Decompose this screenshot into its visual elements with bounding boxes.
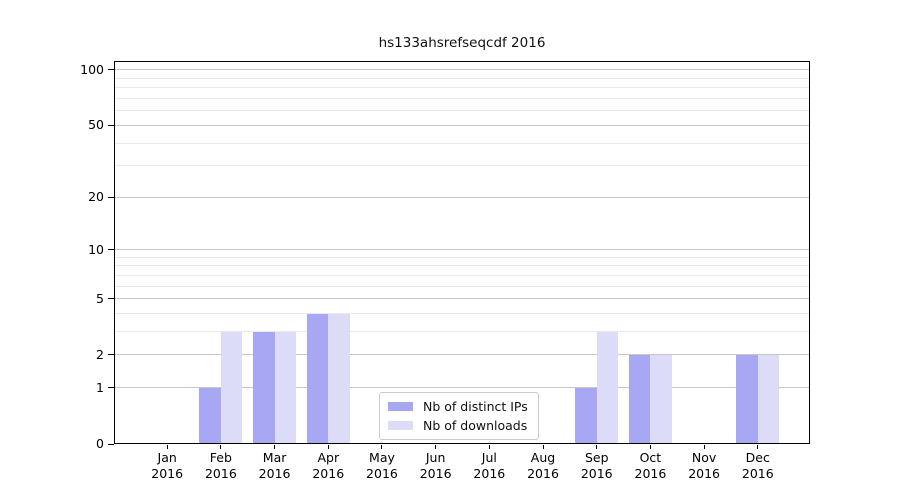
x-tick-label: Nov 2016 — [688, 450, 720, 481]
plot-area — [114, 61, 810, 444]
bar-distinct-ips — [306, 313, 329, 444]
y-tick-label: 50 — [88, 117, 104, 133]
bar-downloads — [220, 331, 243, 444]
x-tick-mark — [274, 445, 276, 449]
legend: Nb of distinct IPs Nb of downloads — [379, 392, 539, 440]
gridline-minor — [114, 331, 810, 333]
x-tick-label: Feb 2016 — [204, 450, 237, 481]
y-tick-label: 100 — [80, 61, 104, 77]
x-tick-mark — [381, 445, 383, 449]
gridline-minor — [114, 87, 810, 89]
x-tick-mark — [220, 445, 222, 449]
x-tick-mark — [435, 445, 437, 449]
bar-downloads — [650, 354, 672, 444]
legend-item-downloads: Nb of downloads — [388, 418, 528, 433]
gridline-major — [114, 354, 810, 356]
x-tick-label: Apr 2016 — [312, 450, 345, 481]
y-tick-mark — [108, 298, 114, 300]
gridline-minor — [114, 274, 810, 276]
legend-label-downloads: Nb of downloads — [423, 418, 528, 433]
x-tick-label: Dec 2016 — [741, 450, 774, 481]
gridline-major — [114, 387, 810, 389]
gridline-major — [114, 249, 810, 251]
bar-distinct-ips — [736, 354, 758, 444]
y-tick-label: 0 — [96, 436, 104, 451]
x-tick-label: Jan 2016 — [151, 450, 184, 481]
gridline-minor — [114, 98, 810, 100]
gridline-minor — [114, 265, 810, 267]
gridline-minor — [114, 256, 810, 258]
x-tick-label: Jul 2016 — [473, 450, 506, 481]
gridline-minor — [114, 142, 810, 144]
x-tick-mark — [542, 445, 544, 449]
gridline-major — [114, 298, 810, 300]
bar-distinct-ips — [575, 387, 597, 444]
bar-distinct-ips — [628, 354, 651, 444]
y-tick-label: 1 — [96, 379, 104, 395]
gridline-major — [114, 124, 810, 126]
gridline-minor — [114, 110, 810, 112]
bar-downloads — [328, 313, 350, 444]
x-tick-label: Mar 2016 — [258, 450, 291, 481]
x-tick-mark — [757, 445, 759, 449]
gridline-minor — [114, 165, 810, 167]
y-tick-mark — [108, 387, 114, 389]
y-tick-mark — [108, 69, 114, 71]
legend-swatch-distinct-ips — [388, 402, 413, 411]
y-tick-mark — [108, 124, 114, 126]
x-tick-mark — [596, 445, 598, 449]
bar-downloads — [757, 354, 780, 444]
gridline-major — [114, 196, 810, 198]
y-tick-label: 5 — [96, 290, 104, 306]
gridline-minor — [114, 285, 810, 287]
gridline-minor — [114, 77, 810, 79]
x-tick-label: May 2016 — [366, 450, 398, 481]
legend-label-distinct-ips: Nb of distinct IPs — [423, 399, 528, 414]
bar-distinct-ips — [199, 387, 221, 444]
x-tick-mark — [327, 445, 329, 449]
bar-downloads — [274, 331, 297, 444]
x-tick-label: Jun 2016 — [419, 450, 452, 481]
x-tick-mark — [488, 445, 490, 449]
chart-title: hs133ahsrefseqcdf 2016 — [378, 35, 546, 51]
x-tick-mark — [703, 445, 705, 449]
y-tick-mark — [108, 443, 114, 445]
gridline-minor — [114, 313, 810, 315]
y-tick-label: 10 — [88, 241, 104, 257]
bar-downloads — [596, 331, 619, 444]
bar-distinct-ips — [253, 331, 275, 444]
gridline-major — [114, 69, 810, 71]
y-tick-label: 20 — [88, 189, 104, 205]
x-tick-label: Aug 2016 — [527, 450, 559, 481]
x-tick-mark — [166, 445, 168, 449]
x-tick-label: Sep 2016 — [580, 450, 613, 481]
y-tick-label: 2 — [96, 346, 104, 362]
legend-item-distinct-ips: Nb of distinct IPs — [388, 399, 528, 414]
x-tick-mark — [649, 445, 651, 449]
y-tick-mark — [108, 196, 114, 198]
legend-swatch-downloads — [388, 421, 413, 430]
y-tick-mark — [108, 249, 114, 251]
x-tick-label: Oct 2016 — [634, 450, 667, 481]
y-tick-mark — [108, 354, 114, 356]
